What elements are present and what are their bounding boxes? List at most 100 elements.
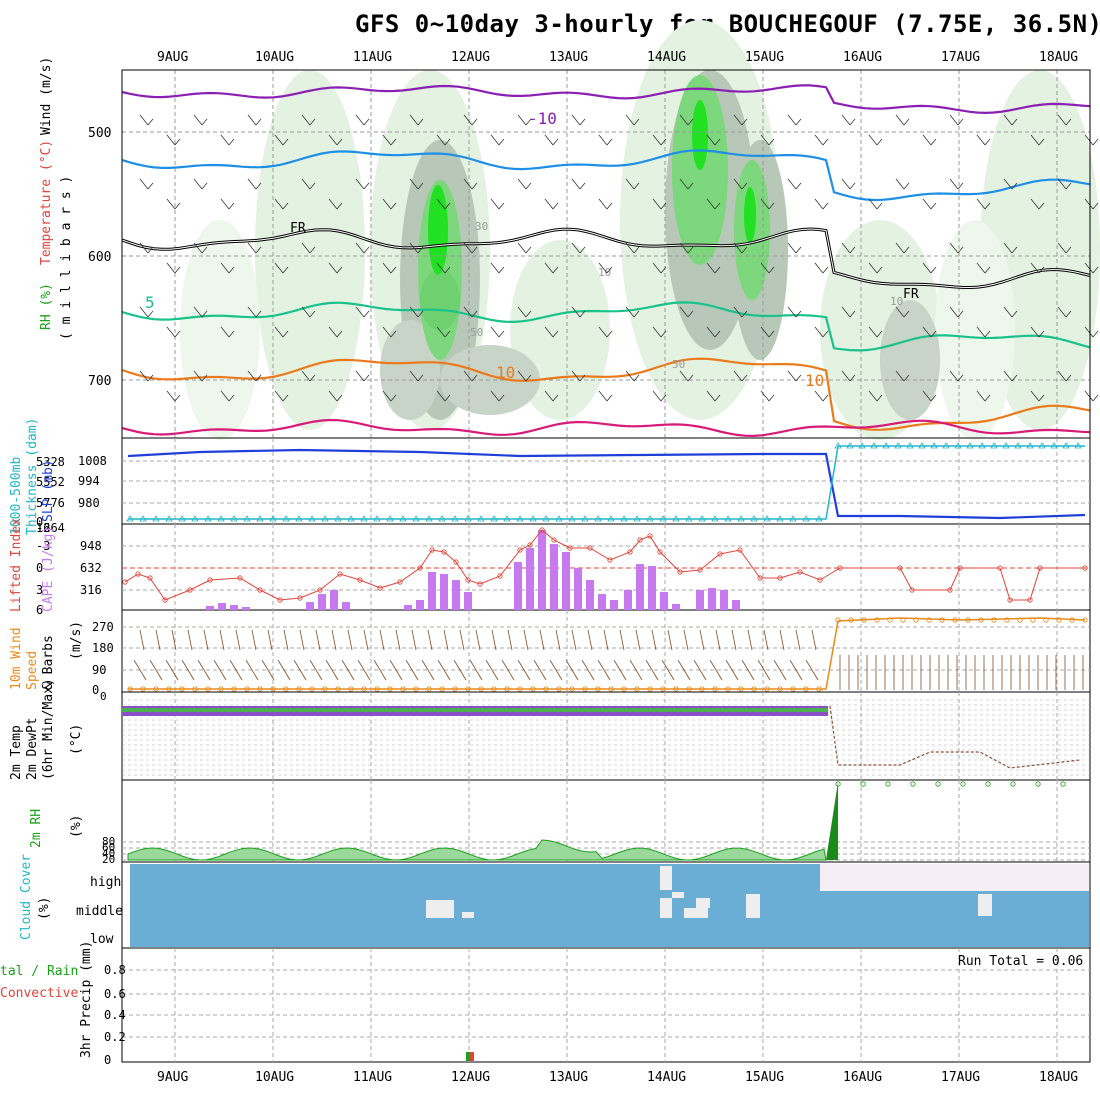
wind-barb-flag bbox=[876, 202, 883, 210]
cape-bar bbox=[610, 600, 618, 610]
wind-speed-marker bbox=[1056, 617, 1062, 623]
wind-speed-marker bbox=[965, 617, 971, 623]
wind-speed-marker bbox=[1030, 617, 1036, 623]
thickness-marker bbox=[711, 515, 719, 522]
wind-barb-flag bbox=[606, 330, 613, 338]
wind-barb-flag bbox=[444, 202, 451, 210]
rh-shade-gray bbox=[380, 320, 440, 420]
wind-speed-marker bbox=[517, 686, 523, 692]
wind-speed-marker bbox=[426, 686, 432, 692]
thickness-marker bbox=[966, 442, 974, 449]
wind-barb bbox=[625, 306, 635, 318]
wind-barb bbox=[571, 306, 581, 318]
wind-barb bbox=[733, 114, 743, 126]
wind-barb bbox=[166, 390, 176, 402]
surface-wind-barb bbox=[677, 659, 691, 681]
surface-wind-barb bbox=[165, 659, 179, 681]
wind-barb-flag bbox=[1065, 118, 1072, 126]
wind-speed-marker bbox=[153, 686, 159, 692]
wind-barb-flag bbox=[1092, 394, 1099, 402]
precip-tick: 0.4 bbox=[104, 1008, 126, 1022]
wind-barb-flag bbox=[822, 138, 829, 146]
wind-barb bbox=[409, 242, 419, 254]
rh-marker bbox=[1035, 781, 1041, 787]
wind-barb bbox=[706, 198, 716, 210]
wind-barb-flag bbox=[471, 118, 478, 126]
cloud-gap bbox=[426, 900, 454, 918]
wind-barb-flag bbox=[579, 246, 586, 254]
ylabel-wind: Wind (m/s) bbox=[39, 57, 54, 135]
cape-bar bbox=[218, 603, 226, 610]
pressure-tick: 500 bbox=[88, 126, 111, 141]
wind-barb-flag bbox=[903, 374, 910, 382]
cape-bar bbox=[648, 566, 656, 610]
ylabel-temp-b: 2m DewPt bbox=[25, 717, 40, 780]
wind-barb-flag bbox=[471, 246, 478, 254]
lifted-index-marker bbox=[1082, 565, 1088, 571]
surface-wind-barb bbox=[347, 629, 353, 651]
wind-barb-flag bbox=[660, 266, 667, 274]
cape-bar bbox=[230, 605, 238, 610]
date-label-bottom: 16AUG bbox=[843, 1070, 882, 1085]
lifted-index-line bbox=[124, 529, 1085, 601]
wind-speed-marker bbox=[400, 686, 406, 692]
freezing-level-inner bbox=[121, 228, 1091, 289]
wind-barb-flag bbox=[1092, 330, 1099, 338]
wind-barb bbox=[139, 114, 149, 126]
wind-barb bbox=[868, 326, 878, 338]
wind-barb-flag bbox=[714, 202, 721, 210]
rh-marker bbox=[1010, 781, 1016, 787]
lifted-tick: 0 bbox=[36, 561, 43, 575]
cape-bar bbox=[538, 530, 546, 610]
surface-wind-barb bbox=[139, 629, 145, 651]
wind-barb bbox=[679, 370, 689, 382]
lifted-index-marker bbox=[637, 537, 643, 543]
surface-wind-barb bbox=[795, 629, 801, 651]
wind-barb bbox=[625, 114, 635, 126]
ylabel-slp: SLP (mb) bbox=[41, 459, 56, 522]
ylabel-temp-a: 2m Temp bbox=[9, 725, 24, 780]
wind-barb bbox=[517, 370, 527, 382]
ylabel-lifted: Lifted Index bbox=[9, 518, 24, 612]
wind-barb bbox=[382, 198, 392, 210]
wind-barb bbox=[598, 262, 608, 274]
wind-barb bbox=[301, 306, 311, 318]
wind-barb-flag bbox=[282, 138, 289, 146]
wind-barb bbox=[679, 306, 689, 318]
wind-barb-flag bbox=[795, 374, 802, 382]
wind-barb-flag bbox=[417, 118, 424, 126]
surface-wind-barb bbox=[363, 629, 369, 651]
wind-barb-flag bbox=[417, 374, 424, 382]
wind-speed-marker bbox=[1017, 617, 1023, 623]
wind-barb bbox=[976, 262, 986, 274]
temp-tick: 0 bbox=[100, 690, 107, 703]
rh-shade-gray bbox=[880, 300, 940, 420]
wind-barb bbox=[490, 326, 500, 338]
wind-barb-flag bbox=[282, 202, 289, 210]
wind-barb bbox=[409, 178, 419, 190]
wind-barb bbox=[625, 178, 635, 190]
wind-barb-flag bbox=[741, 182, 748, 190]
contour-label: FR bbox=[290, 221, 306, 236]
wind-barb-flag bbox=[957, 246, 964, 254]
wind-barb-flag bbox=[417, 246, 424, 254]
contour-label: 10 bbox=[890, 295, 903, 308]
surface-wind-barb bbox=[789, 659, 803, 681]
rh-shade-gray bbox=[440, 345, 540, 415]
thickness-marker bbox=[685, 515, 693, 522]
wind-barb-flag bbox=[849, 374, 856, 382]
surface-wind-barb bbox=[405, 659, 419, 681]
surface-wind-barb bbox=[555, 629, 561, 651]
wind-barb-flag bbox=[984, 138, 991, 146]
wind-barb-flag bbox=[714, 330, 721, 338]
wind-barb-flag bbox=[498, 202, 505, 210]
surface-wind-barb bbox=[341, 659, 355, 681]
thickness-marker bbox=[555, 515, 563, 522]
surface-wind-barb bbox=[757, 659, 771, 681]
cloud-high-clear bbox=[820, 864, 1089, 891]
wind-barb bbox=[166, 134, 176, 146]
ylabel-rh2m: 2m RH bbox=[29, 809, 44, 848]
rh-shade-light bbox=[255, 70, 365, 430]
wind-speed-marker bbox=[673, 686, 679, 692]
wind-barb-flag bbox=[849, 246, 856, 254]
